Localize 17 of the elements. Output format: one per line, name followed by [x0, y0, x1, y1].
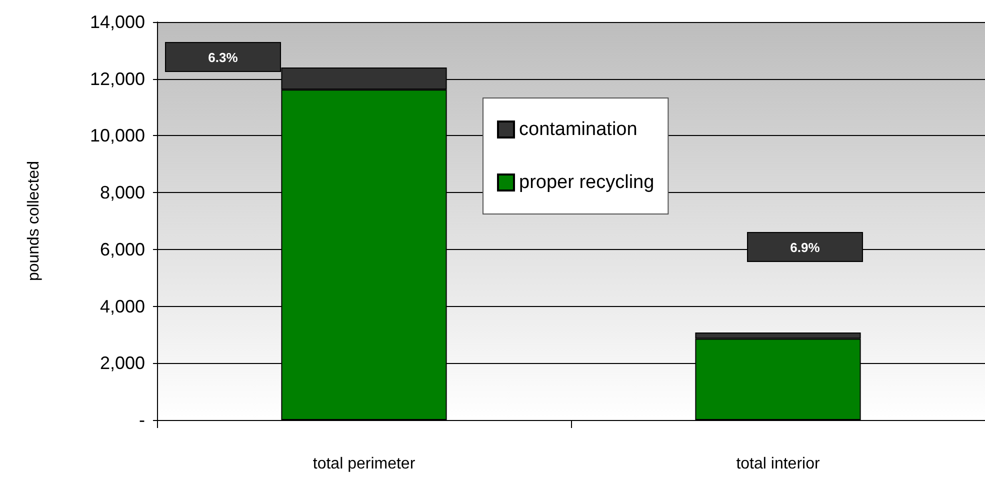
y-tick-label: 10,000: [90, 126, 145, 146]
callout-box: 6.9%: [747, 232, 863, 262]
y-tick-label: -: [139, 410, 145, 430]
y-axis-title: pounds collected: [26, 160, 42, 282]
y-tick-label: 14,000: [90, 12, 145, 32]
y-tick-label: 4,000: [100, 296, 145, 316]
y-tick-label: 6,000: [100, 239, 145, 260]
x-tick-label: total interior: [736, 456, 820, 472]
y-tick-label: 8,000: [100, 182, 145, 203]
y-tick-label: 2,000: [100, 353, 145, 374]
annotation: 6.3%: [208, 50, 238, 65]
annotation: 6.9%: [790, 240, 820, 255]
legend-label: contamination: [519, 119, 638, 140]
legend-label: proper recycling: [519, 172, 654, 193]
y-tick-label: 12,000: [90, 68, 145, 89]
x-tick-label: total perimeter: [312, 456, 416, 472]
callout-box: 6.3%: [165, 42, 281, 72]
